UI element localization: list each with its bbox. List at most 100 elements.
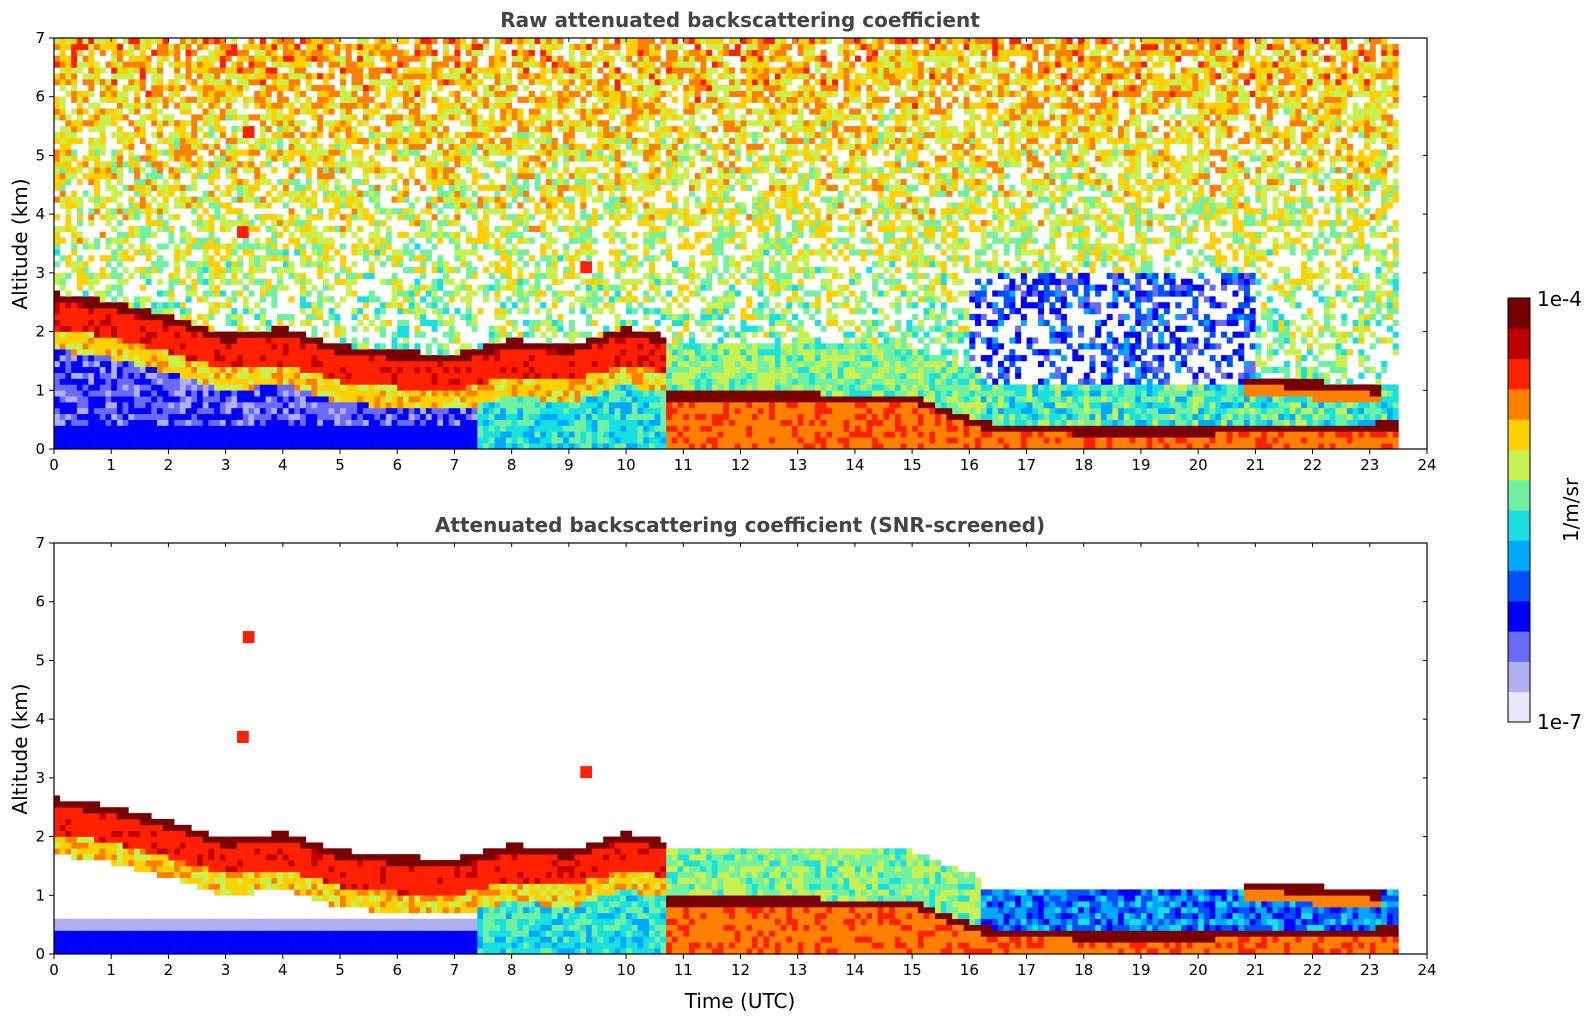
- heatmap-cell: [328, 108, 335, 115]
- heatmap-cell: [88, 308, 95, 315]
- heatmap-cell: [345, 419, 352, 426]
- heatmap-cell: [179, 319, 186, 326]
- heatmap-cell: [300, 184, 307, 191]
- heatmap-cell: [111, 249, 118, 256]
- heatmap-cell: [225, 155, 232, 162]
- heatmap-cell: [294, 126, 301, 133]
- heatmap-cell: [557, 278, 564, 285]
- heatmap-cell: [465, 313, 472, 321]
- heatmap-cell: [59, 126, 66, 133]
- heatmap-cell: [460, 196, 467, 203]
- heatmap-cell: [265, 202, 272, 209]
- heatmap-cell: [71, 167, 78, 174]
- heatmap-cell: [494, 143, 501, 150]
- heatmap-cell: [71, 372, 78, 379]
- heatmap-cell: [425, 355, 432, 362]
- heatmap-cell: [111, 325, 118, 332]
- heatmap-cell: [202, 443, 209, 449]
- heatmap-cell: [505, 190, 512, 197]
- heatmap-cell: [563, 120, 570, 127]
- heatmap-cell: [402, 178, 409, 186]
- heatmap-cell: [340, 114, 347, 121]
- heatmap-cell: [248, 43, 255, 51]
- heatmap-cell: [225, 208, 232, 215]
- heatmap-cell: [437, 120, 444, 127]
- heatmap-cell: [254, 402, 261, 409]
- heatmap-cell: [105, 108, 112, 115]
- heatmap-cell: [88, 61, 95, 68]
- heatmap-cell: [122, 431, 129, 438]
- heatmap-cell: [59, 96, 66, 103]
- heatmap-cell: [586, 313, 593, 321]
- heatmap-cell: [116, 237, 123, 244]
- heatmap-cell: [545, 243, 553, 250]
- heatmap-cell: [116, 272, 123, 280]
- heatmap-cell: [145, 178, 152, 186]
- heatmap-cell: [271, 149, 278, 156]
- heatmap-cell: [334, 396, 341, 403]
- heatmap-cell: [185, 55, 192, 62]
- heatmap-cell: [545, 337, 553, 344]
- heatmap-cell: [345, 384, 352, 391]
- heatmap-cell: [357, 243, 364, 250]
- heatmap-cell: [71, 38, 78, 45]
- heatmap-cell: [145, 266, 152, 274]
- heatmap-cell: [54, 425, 61, 432]
- heatmap-cell: [277, 313, 284, 321]
- heatmap-cell: [99, 126, 106, 133]
- heatmap-cell: [59, 73, 66, 80]
- heatmap-cell: [345, 349, 352, 356]
- heatmap-cell: [580, 390, 587, 397]
- heatmap-cell: [311, 114, 318, 121]
- heatmap-cell: [334, 419, 341, 426]
- heatmap-cell: [345, 120, 352, 127]
- heatmap-cell: [288, 137, 295, 144]
- heatmap-cell: [340, 402, 347, 409]
- heatmap-cell: [351, 79, 358, 86]
- heatmap-cell: [191, 331, 198, 338]
- heatmap-cell: [277, 102, 284, 109]
- heatmap-cell: [162, 102, 169, 109]
- heatmap-cell: [59, 443, 66, 449]
- heatmap-cell: [402, 137, 409, 144]
- heatmap-cell: [345, 43, 352, 51]
- heatmap-cell: [545, 266, 553, 274]
- heatmap-cell: [65, 225, 72, 233]
- heatmap-cell: [254, 137, 261, 144]
- heatmap-cell: [500, 355, 507, 362]
- heatmap-cell: [465, 196, 472, 203]
- heatmap-cell: [139, 237, 146, 244]
- heatmap-cell: [76, 437, 83, 444]
- heatmap-cell: [111, 407, 118, 415]
- heatmap-cell: [534, 137, 541, 144]
- heatmap-cell: [59, 131, 66, 139]
- heatmap-cell: [208, 355, 215, 362]
- heatmap-cell: [139, 131, 146, 139]
- heatmap-cell: [242, 120, 249, 127]
- heatmap-cell: [168, 437, 175, 444]
- heatmap-cell: [242, 43, 249, 51]
- heatmap-cell: [568, 425, 575, 432]
- heatmap-cell: [82, 431, 89, 438]
- heatmap-cell: [151, 167, 158, 174]
- heatmap-cell: [202, 278, 209, 285]
- heatmap-cell: [362, 214, 369, 221]
- heatmap-cell: [219, 214, 226, 221]
- heatmap-cell: [523, 396, 530, 403]
- heatmap-cell: [488, 384, 495, 391]
- heatmap-cell: [511, 437, 518, 444]
- heatmap-cell: [437, 419, 444, 426]
- heatmap-cell: [282, 266, 289, 274]
- heatmap-cell: [488, 343, 495, 350]
- heatmap-cell: [557, 143, 564, 150]
- heatmap-cell: [156, 390, 163, 397]
- top-panel: Raw attenuated backscattering coefficien…: [8, 8, 1437, 474]
- heatmap-cell: [214, 284, 221, 291]
- heatmap-cell: [540, 290, 547, 297]
- heatmap-cell: [540, 343, 547, 350]
- heatmap-cell: [242, 161, 249, 168]
- heatmap-cell: [540, 349, 547, 356]
- heatmap-cell: [551, 319, 558, 326]
- heatmap-cell: [483, 96, 490, 103]
- heatmap-cell: [128, 396, 135, 403]
